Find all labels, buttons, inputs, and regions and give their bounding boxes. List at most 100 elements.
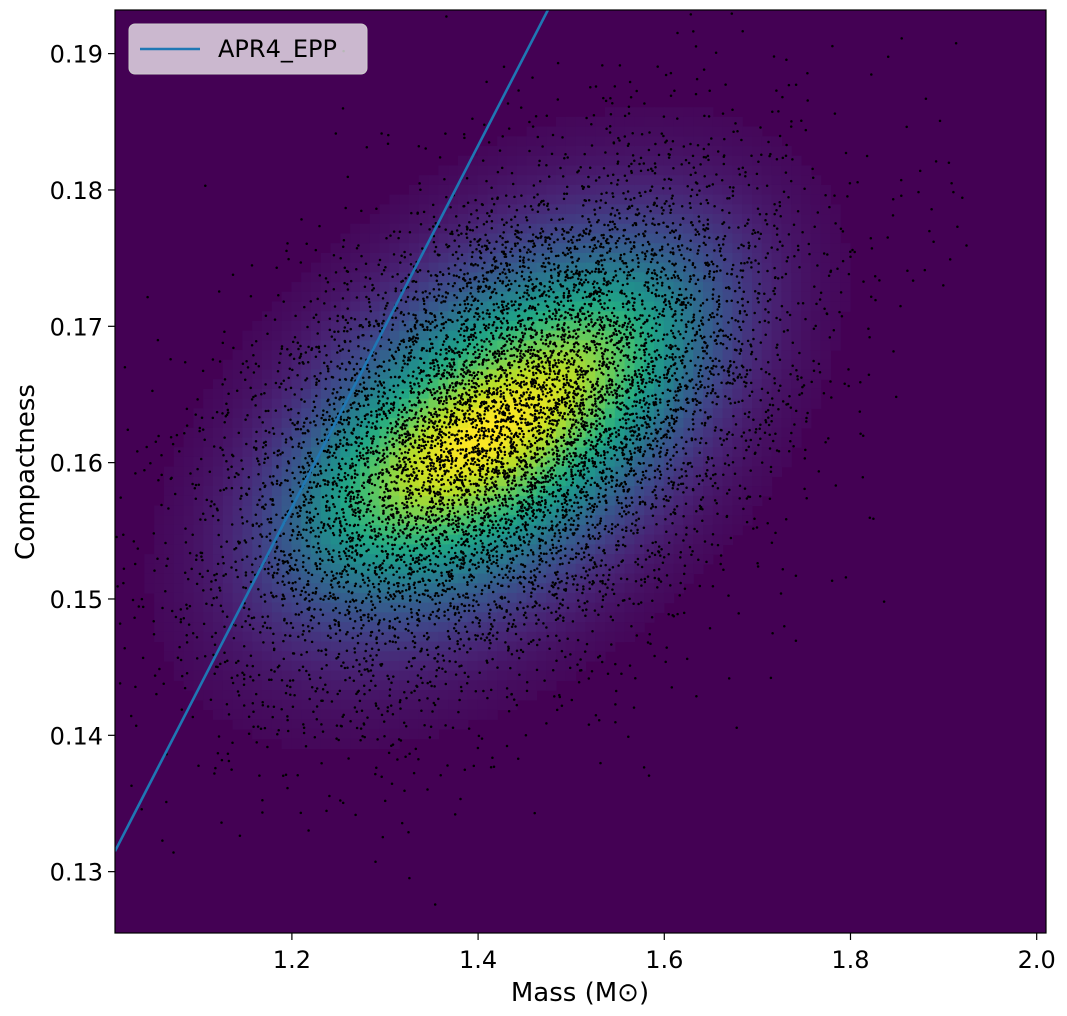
scatter-point [509,389,512,392]
density-cell [438,233,449,244]
density-cell [477,699,488,711]
density-cell [320,291,332,303]
density-cell [311,427,322,439]
density-cell [350,622,361,633]
density-cell [703,486,714,497]
scatter-point [356,641,360,645]
density-cell [369,728,381,740]
density-cell [556,660,567,672]
scatter-point [220,821,223,824]
density-cell [330,447,341,458]
density-cell [742,340,753,351]
density-cell [761,408,773,419]
density-cell [644,165,655,176]
density-cell [624,204,635,215]
density-cell [438,660,449,672]
scatter-point [465,177,469,180]
density-cell [281,320,292,332]
scatter-point [321,495,325,499]
scatter-point [617,544,620,547]
density-cell [428,592,439,604]
density-cell [330,350,341,361]
density-cell [222,427,234,439]
density-cell [340,738,351,749]
density-cell [634,116,645,128]
density-cell [644,272,655,283]
scatter-point [495,388,498,392]
scatter-point [548,469,552,472]
density-cell [536,262,547,273]
density-cell [193,631,204,643]
density-cell [546,505,557,516]
density-cell [673,486,684,497]
scatter-point [952,190,955,194]
density-cell [634,340,645,351]
density-cell [193,544,204,555]
density-cell [683,515,694,526]
density-cell [644,340,655,351]
density-cell [262,398,273,409]
density-cell [712,194,724,205]
density-cell [781,437,792,448]
density-cell [810,282,822,293]
density-cell [683,233,694,244]
density-cell [350,651,361,662]
density-cell [624,486,635,497]
scatter-point [592,113,596,117]
density-cell [556,466,567,477]
density-cell [281,408,292,419]
density-cell [379,427,390,439]
density-cell [654,369,665,380]
density-cell [340,282,351,293]
density-cell [761,262,773,273]
density-cell [301,408,312,419]
density-cell [193,447,204,458]
density-cell [516,388,528,400]
scatter-point [615,471,619,475]
density-cell [350,262,361,273]
density-cell [820,233,831,244]
density-cell [732,165,743,176]
density-cell [301,505,312,516]
density-cell [575,563,586,575]
density-cell [732,175,743,186]
scatter-point [302,500,306,503]
density-cell [595,116,606,128]
scatter-point [562,323,566,326]
density-cell [693,515,704,526]
density-cell [654,418,665,429]
density-cell [350,398,361,409]
scatter-point [635,89,638,93]
scatter-point [352,679,356,683]
density-cell [301,340,312,351]
scatter-point [169,436,173,439]
density-cell [497,641,508,652]
density-cell [605,456,616,468]
density-cell [771,408,782,419]
density-cell [418,515,430,526]
density-cell [232,524,243,536]
scatter-point [273,318,277,321]
density-cell [301,398,312,409]
density-cell [742,136,753,147]
density-cell [164,602,175,613]
density-cell [663,223,675,235]
density-cell [840,252,851,264]
density-cell [742,262,753,273]
scatter-point [527,642,531,646]
density-cell [673,165,684,176]
scatter-point [316,462,320,466]
density-cell [399,418,410,429]
density-cell [183,495,194,507]
density-cell [683,330,694,341]
scatter-point [779,384,782,388]
density-cell [487,554,498,565]
density-cell [262,709,273,720]
density-cell [693,418,704,429]
density-cell [360,631,371,643]
scatter-point [275,482,279,485]
density-cell [801,194,812,205]
scatter-point [699,380,702,383]
density-cell [791,379,802,390]
density-cell [222,592,234,604]
